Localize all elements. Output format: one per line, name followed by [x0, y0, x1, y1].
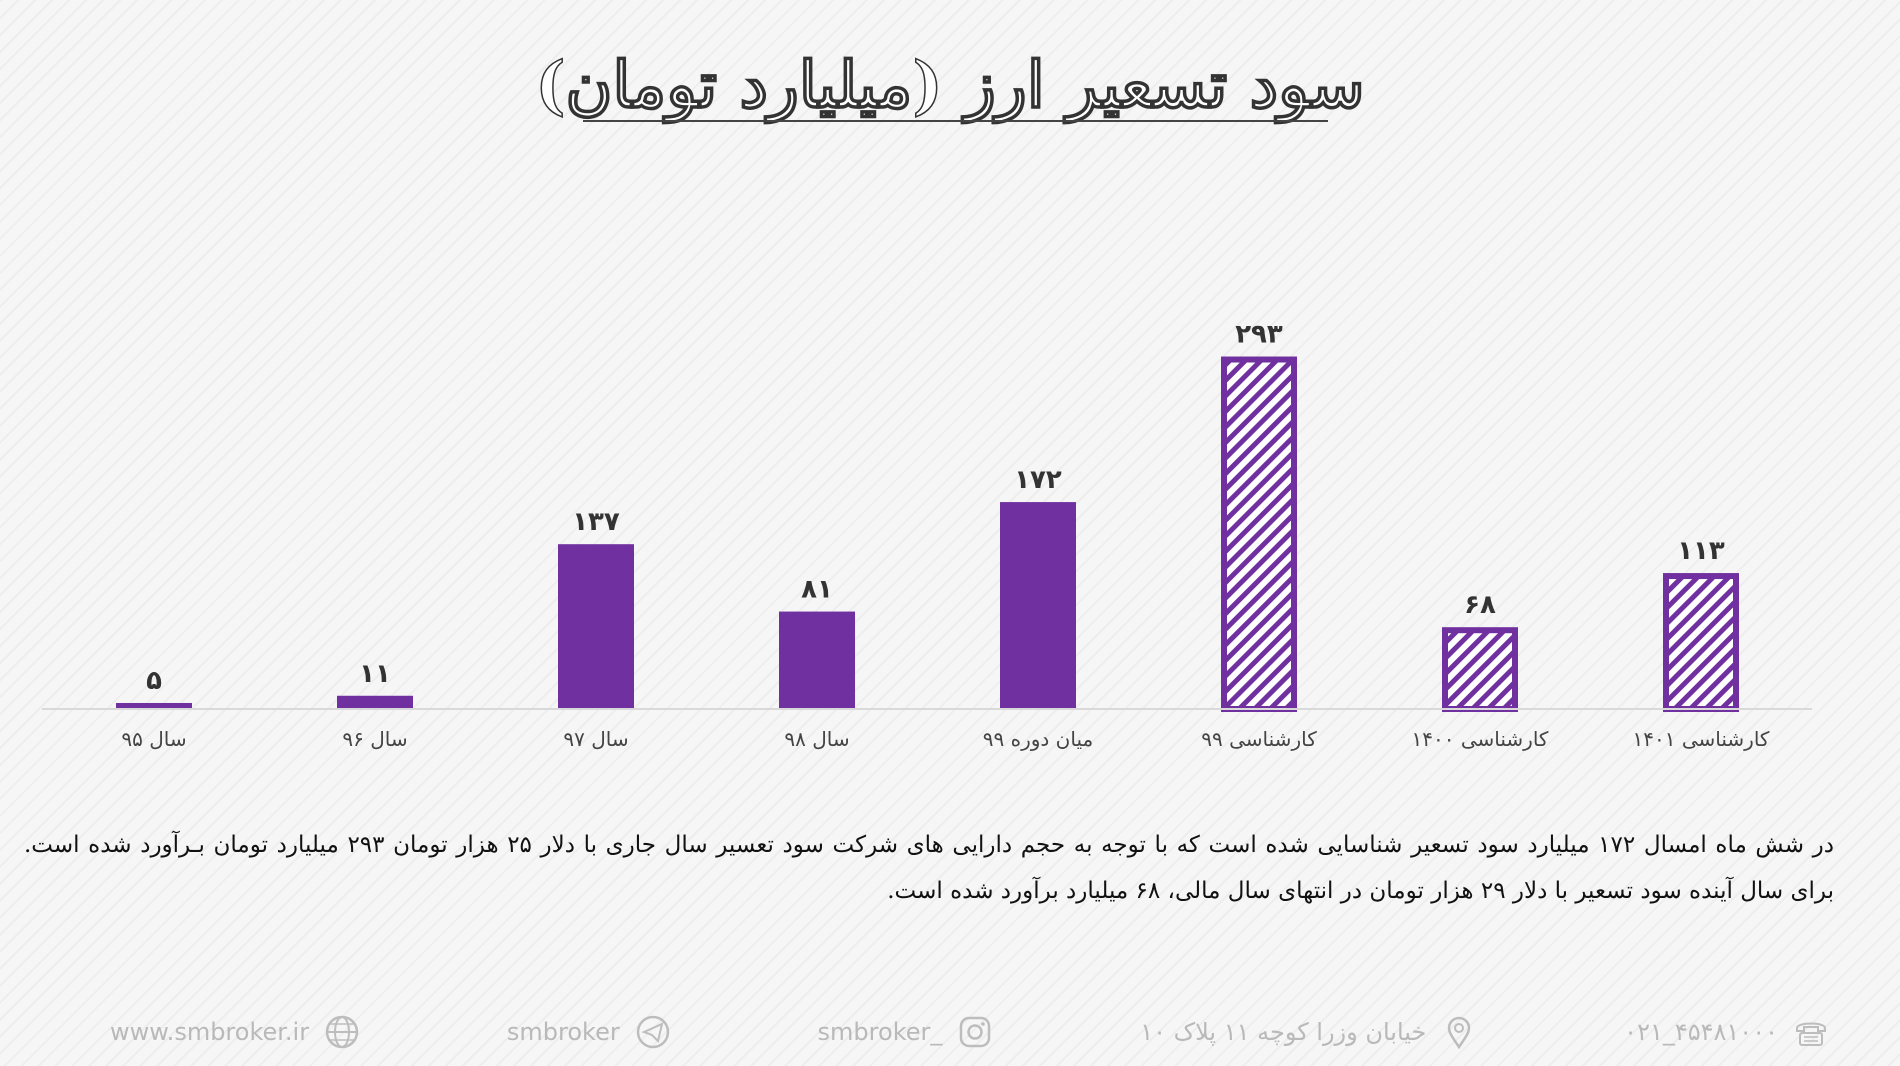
value-label-2: ۱۱	[359, 659, 391, 689]
bar-chart: ۵ سال ۹۵ ۱۱ سال ۹۶ ۱۳۷ سال ۹۷ ۸۱ سال ۹۸ ۱۷۲ میان …	[42, 320, 1812, 751]
bar-8	[1663, 573, 1739, 712]
category-label-3: سال ۹۷	[563, 727, 628, 751]
category-label-6: کارشناسی ۹۹	[1201, 727, 1317, 751]
category-label-4: سال ۹۸	[784, 727, 849, 751]
value-label-6: ۲۹۳	[1235, 320, 1283, 350]
address-text: خیابان وزرا کوچه ۱۱ پلاک ۱۰	[1140, 1018, 1427, 1046]
value-label-4: ۸۱	[801, 575, 833, 605]
value-label-1: ۵	[146, 666, 162, 696]
bar-7	[1442, 627, 1518, 712]
footer-instagram[interactable]: smbroker_	[818, 1013, 995, 1051]
website-text: www.smbroker.ir	[110, 1018, 310, 1046]
instagram-icon	[956, 1013, 994, 1051]
title-underline	[583, 120, 1328, 122]
category-label-5: میان دوره ۹۹	[983, 727, 1093, 751]
footer-telegram[interactable]: smbroker	[507, 1013, 672, 1051]
phone-icon	[1792, 1013, 1830, 1051]
category-label-2: سال ۹۶	[342, 727, 407, 751]
footer-phone[interactable]: ۰۲۱_۴۵۴۸۱۰۰۰	[1624, 1013, 1830, 1051]
bar-1	[116, 702, 192, 709]
category-label-8: کارشناسی ۱۴۰۱	[1633, 727, 1770, 751]
telegram-icon	[634, 1013, 672, 1051]
bar-5	[1000, 502, 1076, 709]
telegram-text: smbroker	[506, 1018, 620, 1046]
value-label-5: ۱۷۲	[1014, 465, 1062, 495]
description-paragraph: در شش ماه امسال ۱۷۲ میلیارد سود تسعیر شن…	[24, 832, 1835, 904]
globe-icon	[323, 1013, 361, 1051]
value-label-3: ۱۳۷	[572, 507, 620, 537]
bar-4	[779, 611, 855, 709]
phone-text: ۰۲۱_۴۵۴۸۱۰۰۰	[1624, 1018, 1778, 1046]
bar-6	[1221, 356, 1297, 712]
bar-3	[558, 544, 634, 709]
value-label-7: ۶۸	[1464, 590, 1496, 620]
footer: www.smbroker.ir smbroker smbroker_ خیابا…	[110, 1010, 1830, 1054]
category-label-1: سال ۹۵	[121, 727, 186, 751]
bar-2	[337, 695, 413, 709]
chart-title: سود تسعیر ارز (میلیارد تومان)	[534, 47, 1365, 124]
footer-website[interactable]: www.smbroker.ir	[110, 1013, 361, 1051]
value-label-8: ۱۱۳	[1677, 536, 1725, 566]
footer-address: خیابان وزرا کوچه ۱۱ پلاک ۱۰	[1140, 1013, 1478, 1051]
category-label-7: کارشناسی ۱۴۰۰	[1412, 727, 1549, 751]
location-pin-icon	[1440, 1013, 1478, 1051]
instagram-text: smbroker_	[817, 1018, 943, 1046]
